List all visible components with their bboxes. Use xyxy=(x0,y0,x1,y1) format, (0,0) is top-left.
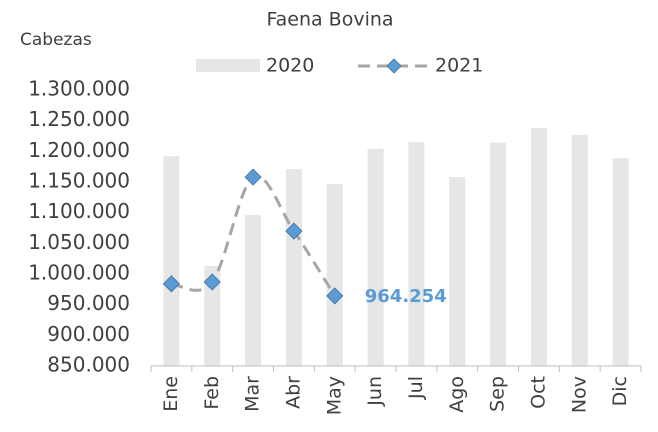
legend-label: 2020 xyxy=(266,55,314,77)
bar xyxy=(571,134,588,366)
y-tick-label: 1.150.000 xyxy=(28,169,130,193)
marker xyxy=(326,287,344,305)
y-tick-label: 900.000 xyxy=(47,322,130,346)
bar xyxy=(408,142,425,366)
marker xyxy=(203,273,221,291)
x-tick-label: May xyxy=(323,376,345,415)
bar xyxy=(163,156,180,366)
x-tick-label: Ene xyxy=(160,376,182,412)
bar xyxy=(326,183,343,366)
bar xyxy=(367,148,384,366)
y-tick-label: 1.200.000 xyxy=(28,138,130,162)
bar xyxy=(245,215,262,366)
y-tick-label: 950.000 xyxy=(47,291,130,315)
marker xyxy=(244,168,262,186)
y-tick-label: 1.250.000 xyxy=(28,107,130,131)
y-tick-label: 1.050.000 xyxy=(28,230,130,254)
bar xyxy=(530,128,547,366)
x-tick-label: Mar xyxy=(242,376,264,412)
marker xyxy=(285,222,303,240)
x-tick-label: Dic xyxy=(609,376,631,406)
x-tick-label: Ago xyxy=(446,376,468,413)
bar xyxy=(204,266,221,366)
y-tick-label: 1.000.000 xyxy=(28,261,130,285)
x-tick-label: Sep xyxy=(487,376,509,412)
legend-marker xyxy=(386,58,402,74)
y-tick-label: 850.000 xyxy=(47,353,130,377)
x-tick-label: Oct xyxy=(527,376,549,409)
bar xyxy=(612,158,629,366)
x-tick-label: Nov xyxy=(568,376,590,413)
bar xyxy=(449,177,466,366)
x-tick-label: Jul xyxy=(405,376,427,400)
y-tick-label: 1.100.000 xyxy=(28,199,130,223)
legend-label: 2021 xyxy=(435,55,483,77)
x-tick-label: Feb xyxy=(201,376,223,410)
legend-swatch xyxy=(196,59,260,72)
y-tick-label: 1.300.000 xyxy=(28,77,130,101)
chart-title: Faena Bovina xyxy=(266,9,393,31)
y-axis-label: Cabezas xyxy=(20,30,92,50)
marker xyxy=(162,275,180,293)
x-tick-label: Abr xyxy=(282,376,304,409)
data-label: 964.254 xyxy=(365,286,447,307)
bar xyxy=(490,142,507,366)
bar xyxy=(285,169,302,366)
x-tick-label: Jun xyxy=(364,376,386,407)
